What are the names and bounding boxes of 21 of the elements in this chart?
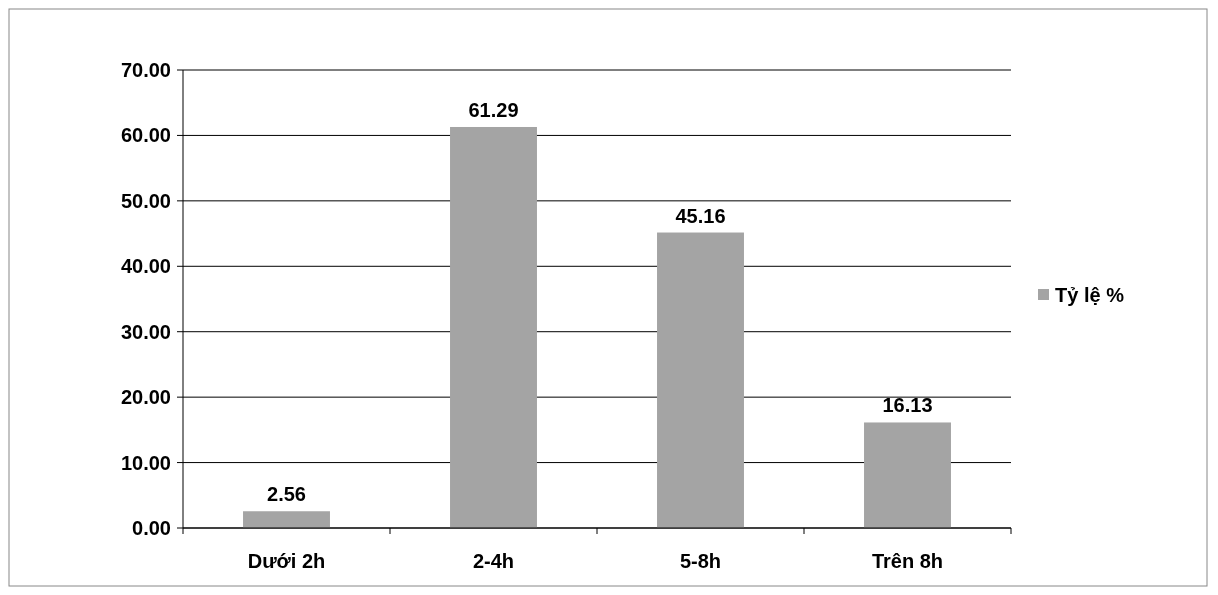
y-tick-label: 60.00 — [120, 124, 171, 147]
y-tick-label: 40.00 — [120, 255, 171, 278]
y-tick-label: 20.00 — [120, 386, 171, 409]
data-label: 45.16 — [675, 204, 726, 227]
x-tick-label: Dưới 2h — [247, 550, 326, 572]
y-tick-label: 70.00 — [120, 59, 171, 81]
x-tick-label: 2-4h — [472, 550, 515, 572]
data-label: 16.13 — [882, 394, 933, 417]
y-tick-label: 10.00 — [120, 451, 171, 474]
legend-label: Tỷ lệ % — [1055, 284, 1125, 306]
y-tick-label: 50.00 — [120, 189, 171, 212]
data-label: 2.56 — [267, 483, 306, 506]
bar — [864, 422, 951, 528]
y-tick-label: 0.00 — [132, 517, 171, 539]
x-tick-label: 5-8h — [679, 550, 722, 572]
data-label: 61.29 — [468, 98, 519, 121]
bar — [243, 511, 330, 528]
bar — [657, 232, 744, 528]
y-tick-label: 30.00 — [120, 320, 171, 343]
x-tick-label: Trên 8h — [871, 550, 944, 572]
bar — [450, 126, 537, 528]
